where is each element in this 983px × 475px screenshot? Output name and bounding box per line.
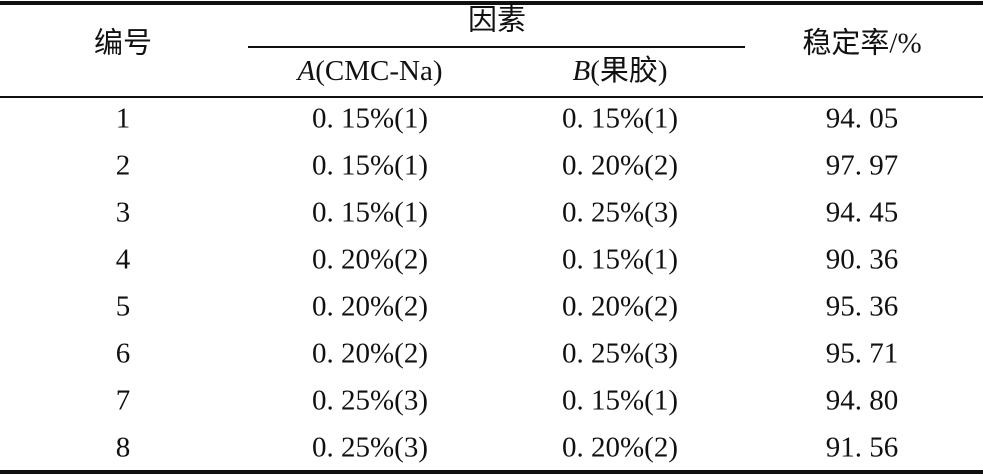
header-rate: 稳定率/% [802,27,921,60]
cell-b: 0. 20%(2) [562,432,678,464]
row-id: 4 [116,244,131,276]
factor-name: (CMC-Na) [315,55,442,87]
cell-a: 0. 25%(3) [312,385,428,417]
cell-b: 0. 25%(3) [562,197,678,229]
cell-rate: 94. 05 [826,103,899,135]
cell-b: 0. 15%(1) [562,385,678,417]
cell-a: 0. 15%(1) [312,197,428,229]
row-id: 7 [116,385,131,417]
factor-symbol: A [296,55,316,87]
row-id: 5 [116,291,131,323]
factor-name: (果胶) [590,54,667,87]
cell-b: 0. 20%(2) [562,291,678,323]
row-id: 6 [116,338,131,370]
header-id: 编号 [94,27,152,60]
cell-rate: 91. 56 [826,432,899,464]
cell-rate: 94. 80 [826,385,899,417]
header-factor-a: A(CMC-Na) [296,55,443,87]
header-factors: 因素 [468,4,526,37]
cell-rate: 97. 97 [826,150,899,182]
row-id: 8 [116,432,131,464]
header-factor-b: B(果胶) [572,54,667,87]
row-id: 3 [116,197,131,229]
row-id: 1 [116,103,131,135]
cell-a: 0. 20%(2) [312,291,428,323]
cell-rate: 94. 45 [826,197,899,229]
cell-a: 0. 15%(1) [312,103,428,135]
cell-b: 0. 15%(1) [562,244,678,276]
cell-rate: 90. 36 [826,244,899,276]
cell-a: 0. 20%(2) [312,338,428,370]
factor-symbol: B [572,55,590,87]
cell-a: 0. 25%(3) [312,432,428,464]
cell-b: 0. 25%(3) [562,338,678,370]
cell-a: 0. 20%(2) [312,244,428,276]
cell-a: 0. 15%(1) [312,150,428,182]
cell-rate: 95. 71 [826,338,899,370]
cell-rate: 95. 36 [826,291,899,323]
cell-b: 0. 15%(1) [562,103,678,135]
cell-b: 0. 20%(2) [562,150,678,182]
row-id: 2 [116,150,131,182]
